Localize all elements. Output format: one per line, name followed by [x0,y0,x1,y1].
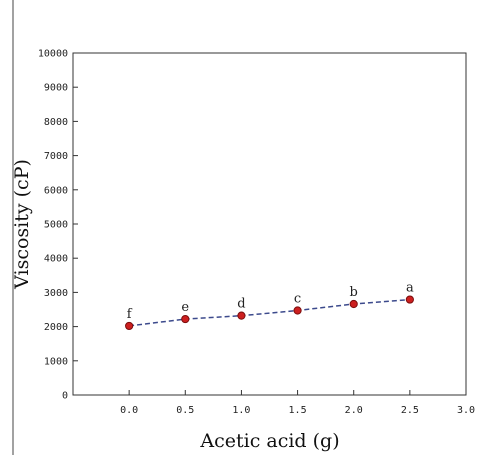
y-tick-label: 7000 [44,151,68,162]
data-point-label: b [350,285,358,300]
data-point [405,295,414,304]
data-series: f e d c b a [125,281,414,331]
y-tick-label: 5000 [44,220,68,231]
y-axis-title: Viscosity (cP) [11,159,33,290]
x-tick-label: 2.0 [345,405,363,416]
x-axis-title: Acetic acid (g) [199,430,339,452]
x-axis-ticks: 0.0 0.5 1.0 1.5 2.0 2.5 3.0 [120,390,475,416]
x-tick-label: 3.0 [457,405,475,416]
series-line [129,298,410,327]
data-point-label: c [294,292,301,307]
y-tick-label: 9000 [44,83,68,94]
y-tick-label: 1000 [44,356,68,367]
plot-frame [72,52,467,396]
data-point [293,306,302,315]
y-tick-label: 8000 [44,117,68,128]
y-tick-label: 10000 [38,49,68,60]
y-tick-label: 6000 [44,185,68,196]
data-point [237,311,246,320]
data-point-label: a [406,281,414,296]
data-point [125,321,134,331]
data-point [349,299,358,309]
data-point-label: f [127,307,133,322]
x-tick-label: 2.5 [401,405,419,416]
data-point-label: d [237,297,245,312]
x-tick-label: 0.5 [176,405,194,416]
x-tick-label: 1.0 [232,405,250,416]
x-tick-label: 1.5 [289,405,307,416]
y-tick-label: 0 [62,391,68,402]
data-point [181,314,190,324]
x-tick-label: 0.0 [120,405,138,416]
y-tick-label: 4000 [44,254,68,265]
y-tick-label: 3000 [44,288,68,299]
y-tick-label: 2000 [44,322,68,333]
data-point-label: e [181,300,189,315]
y-axis-ticks: 0 1000 2000 3000 4000 5000 6000 7000 8000 9000 100… [38,49,78,402]
